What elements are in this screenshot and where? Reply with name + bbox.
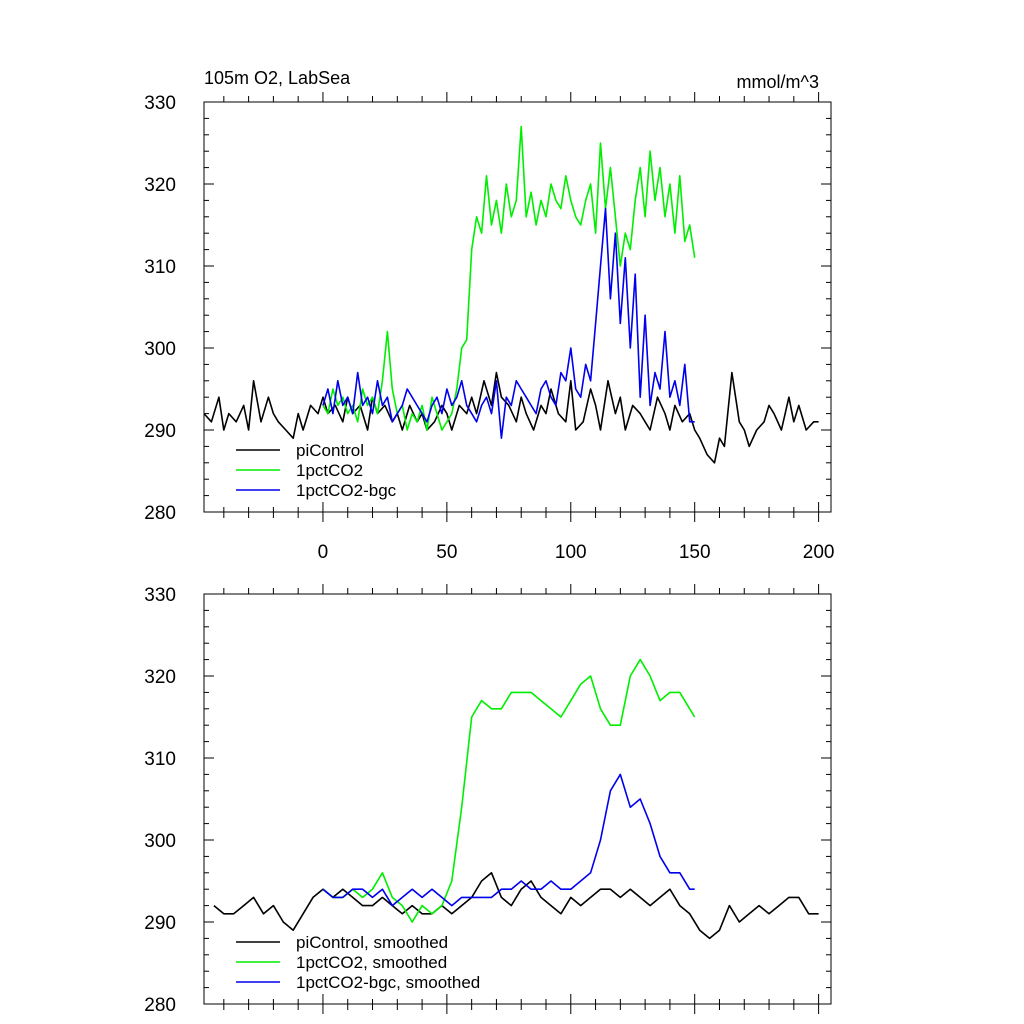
legend-label-2: 1pctCO2-bgc, smoothed: [296, 973, 480, 992]
series-line-0: [213, 872, 819, 940]
series-line-1: [322, 125, 696, 431]
series-line-2: [322, 207, 695, 439]
y-tick-label: 320: [144, 175, 176, 196]
plot-frame: [203, 593, 832, 1005]
y-tick-label: 280: [144, 995, 176, 1016]
y-tick-label: 290: [144, 421, 176, 442]
series-line-1: [322, 658, 696, 923]
legend-label-1: 1pctCO2: [296, 461, 363, 480]
panel-title-left: 105m O2, LabSea: [204, 68, 351, 88]
x-tick-label: 0: [318, 542, 329, 563]
y-tick-label: 280: [144, 503, 176, 524]
legend-label-1: 1pctCO2, smoothed: [296, 953, 447, 972]
y-tick-label: 310: [144, 749, 176, 770]
panel-title-right: mmol/m^3: [737, 72, 819, 92]
y-tick-label: 310: [144, 257, 176, 278]
y-tick-label: 330: [144, 93, 176, 114]
legend-label-0: piControl, smoothed: [296, 933, 448, 952]
x-tick-label: 100: [555, 542, 587, 563]
y-tick-label: 330: [144, 585, 176, 606]
legend-label-2: 1pctCO2-bgc: [296, 481, 397, 500]
legend-label-0: piControl: [296, 441, 364, 460]
x-tick-label: 50: [436, 542, 457, 563]
x-tick-label: 200: [803, 542, 835, 563]
x-tick-label: 150: [679, 542, 711, 563]
y-tick-label: 320: [144, 667, 176, 688]
y-tick-label: 300: [144, 831, 176, 852]
plot-frame: [203, 101, 832, 513]
series-line-0: [203, 371, 819, 464]
y-tick-label: 290: [144, 913, 176, 934]
series-line-2: [322, 773, 695, 907]
top-panel: 105m O2, LabSea mmol/m^3 280 290 300 310 320…: [144, 68, 834, 563]
y-tick-label: 300: [144, 339, 176, 360]
